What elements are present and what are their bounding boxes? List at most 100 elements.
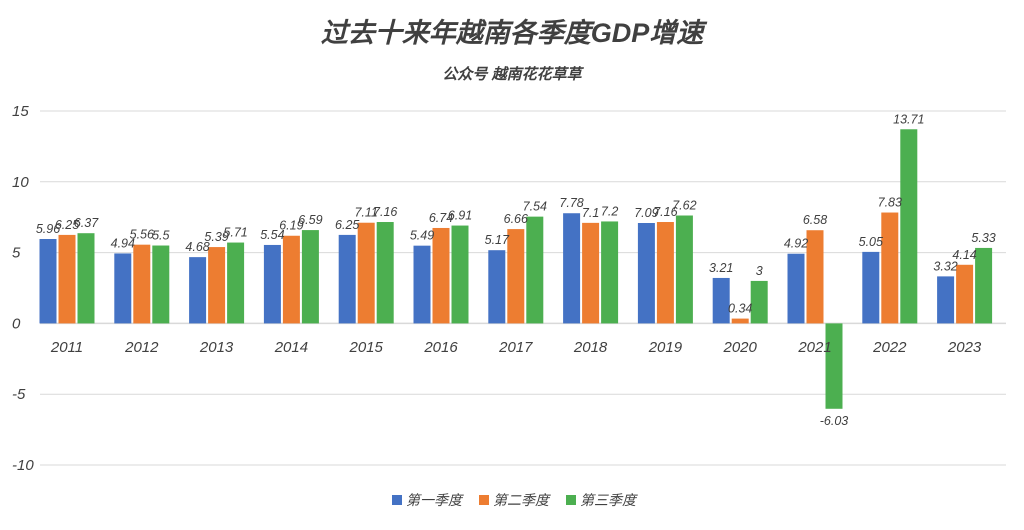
data-label: 7.2 (601, 204, 618, 218)
data-label: 7.1 (582, 206, 599, 220)
bar-2023-q1 (937, 276, 955, 324)
legend-swatch-q1 (392, 495, 402, 505)
bar-2011-q2 (58, 234, 76, 324)
bar-2017-q1 (488, 250, 506, 324)
data-label: 13.71 (893, 112, 924, 126)
bar-2014-q2 (282, 235, 300, 324)
bar-2012-q2 (133, 244, 151, 324)
bar-2015-q2 (357, 222, 375, 324)
data-label: 5.5 (152, 229, 169, 243)
y-tick-label: 0 (12, 315, 21, 332)
chart-title: 过去十来年越南各季度GDP增速 (321, 18, 709, 48)
data-label: 6.25 (335, 218, 359, 232)
bars (39, 129, 993, 409)
x-tick-label: 2012 (124, 339, 159, 356)
x-tick-label: 2022 (872, 339, 907, 356)
data-label: 4.14 (952, 248, 976, 262)
y-tick-label: 5 (12, 245, 21, 262)
x-tick-label: 2013 (199, 339, 234, 356)
data-label: 5.96 (36, 222, 60, 236)
data-label: 7.09 (634, 206, 658, 220)
y-tick-label: -10 (12, 457, 34, 474)
data-label: 7.62 (672, 199, 696, 213)
bar-2023-q2 (956, 264, 974, 324)
bar-2021-q3 (825, 323, 843, 409)
bar-2021-q1 (787, 253, 805, 324)
bar-2016-q1 (413, 245, 431, 324)
bar-2022-q3 (900, 129, 918, 324)
data-label: 4.68 (185, 240, 209, 254)
bar-2022-q1 (862, 251, 880, 324)
data-label: 6.74 (429, 211, 453, 225)
bar-2011-q1 (39, 239, 57, 324)
data-label: 7.16 (373, 205, 397, 219)
legend: 第一季度 第二季度 第三季度 (392, 492, 638, 508)
data-label: -6.03 (820, 414, 849, 428)
x-tick-label: 2017 (498, 339, 533, 356)
x-tick-label: 2023 (947, 339, 982, 356)
bar-2014-q3 (301, 230, 319, 324)
y-tick-label: -5 (12, 386, 26, 403)
data-label: 5.56 (130, 228, 154, 242)
y-axis-ticks: 15 10 5 0 -5 -10 (12, 103, 34, 474)
bar-2012-q1 (114, 253, 132, 324)
x-tick-label: 2020 (723, 339, 758, 356)
data-label: 6.37 (74, 216, 99, 230)
data-label: 5.33 (971, 231, 995, 245)
x-tick-label: 2015 (349, 339, 384, 356)
legend-swatch-q3 (566, 495, 576, 505)
data-label: 5.17 (485, 233, 510, 247)
bar-2018-q2 (582, 222, 600, 324)
data-label: 6.25 (55, 218, 79, 232)
data-label: 6.66 (504, 212, 528, 226)
bar-2019-q2 (656, 222, 674, 324)
data-label: 6.59 (298, 213, 322, 227)
bar-2020-q1 (712, 277, 730, 324)
data-label: 5.49 (410, 229, 434, 243)
bar-2014-q1 (263, 244, 281, 324)
legend-swatch-q2 (479, 495, 489, 505)
bar-2021-q2 (806, 230, 824, 324)
data-label: 5.54 (260, 228, 284, 242)
data-label: 6.19 (279, 219, 303, 233)
data-label: 7.16 (653, 205, 677, 219)
data-label: 6.58 (803, 213, 827, 227)
bar-2013-q2 (208, 247, 226, 324)
bar-2019-q3 (675, 215, 693, 324)
legend-label-q3: 第三季度 (580, 492, 638, 508)
data-label: 5.71 (223, 226, 247, 240)
data-label: 4.92 (784, 237, 808, 251)
legend-label-q2: 第二季度 (493, 492, 551, 508)
x-tick-label: 2014 (274, 339, 308, 356)
data-label: 7.83 (878, 196, 902, 210)
data-labels: 5.966.256.374.945.565.54.685.395.71 5.546… (36, 112, 996, 428)
x-tick-label: 2018 (573, 339, 608, 356)
data-label: 3 (756, 264, 763, 278)
bar-2017-q3 (526, 216, 544, 324)
bar-2013-q1 (189, 257, 207, 324)
data-label: 7.78 (559, 196, 583, 210)
bar-2011-q3 (77, 233, 95, 324)
data-label: 7.54 (523, 200, 547, 214)
bar-2018-q1 (563, 213, 581, 324)
bar-2016-q2 (432, 227, 450, 324)
data-label: 5.05 (859, 235, 883, 249)
y-tick-label: 10 (12, 174, 29, 191)
bar-2015-q1 (338, 234, 356, 324)
data-label: 6.91 (448, 209, 472, 223)
data-label: 3.21 (709, 261, 733, 275)
y-tick-label: 15 (12, 103, 29, 120)
legend-label-q1: 第一季度 (406, 492, 464, 508)
bar-2012-q3 (152, 245, 170, 324)
bar-2018-q3 (601, 221, 619, 324)
bar-2023-q3 (975, 247, 993, 324)
bar-2022-q2 (881, 212, 899, 324)
data-label: 7.11 (354, 206, 377, 220)
x-tick-label: 2019 (648, 339, 683, 356)
data-label: 4.94 (111, 236, 135, 250)
data-label: 0.34 (728, 302, 752, 316)
x-tick-label: 2016 (423, 339, 458, 356)
x-axis-ticks: 2011 2012 2013 2014 2015 2016 2017 2018 2019 2020… (50, 339, 982, 356)
x-tick-label: 2011 (50, 339, 83, 356)
